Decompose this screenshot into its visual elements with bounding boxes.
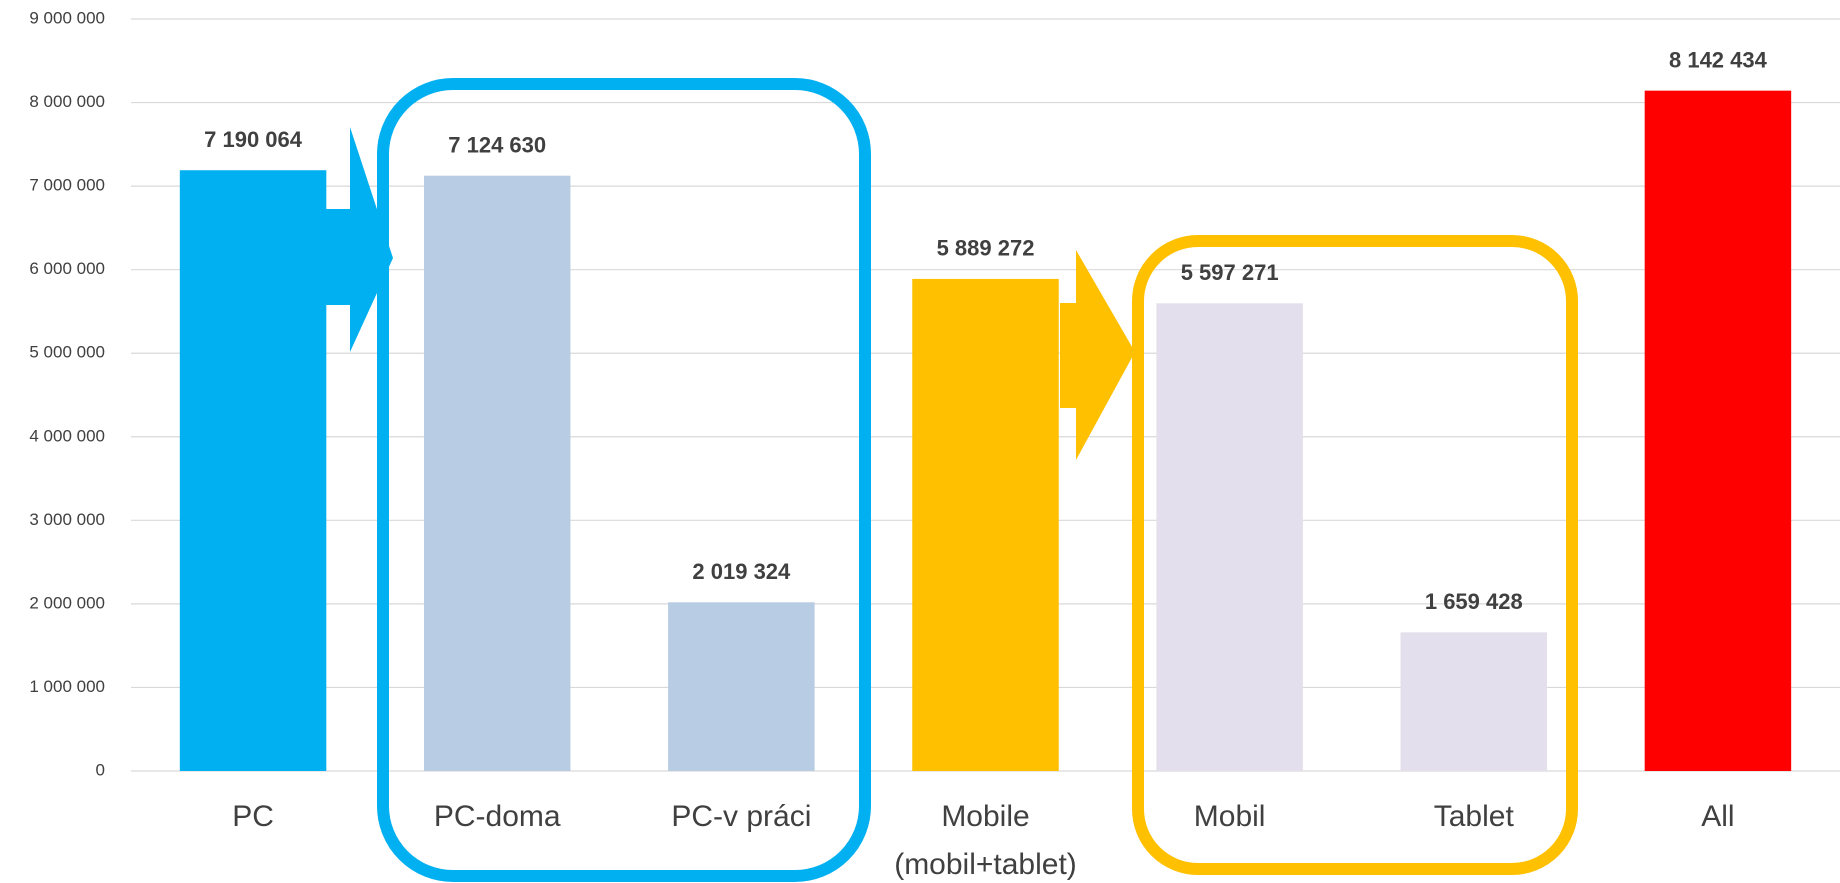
x-tick-label: PC-v práci — [671, 800, 811, 833]
bar — [179, 170, 327, 771]
x-tick-label: PC — [232, 800, 274, 833]
arrow — [1060, 250, 1135, 460]
x-tick-label: All — [1701, 800, 1734, 833]
y-tick-label: 1 000 000 — [29, 677, 105, 696]
group-frame — [1132, 235, 1578, 875]
x-tick-label: PC-doma — [434, 800, 561, 833]
x-tick-label: Mobile (mobil+tablet) — [894, 800, 1077, 881]
bar — [1156, 303, 1303, 771]
y-tick-label: 8 000 000 — [29, 92, 105, 111]
decorations — [325, 78, 1578, 882]
arrow — [325, 127, 393, 352]
y-tick-label: 2 000 000 — [29, 593, 105, 612]
value-label: 2 019 324 — [692, 559, 791, 584]
value-label: 5 597 271 — [1181, 260, 1279, 285]
y-tick-label: 7 000 000 — [29, 176, 105, 195]
y-tick-label: 6 000 000 — [29, 259, 105, 278]
bars — [179, 90, 1792, 772]
bar — [423, 175, 571, 772]
y-tick-label: 3 000 000 — [29, 510, 105, 529]
y-tick-label: 9 000 000 — [29, 8, 105, 27]
bar — [1644, 90, 1792, 771]
value-label: 7 190 064 — [204, 127, 303, 152]
y-tick-label: 5 000 000 — [29, 343, 105, 362]
y-tick-label: 0 — [96, 760, 105, 779]
bar — [668, 602, 815, 771]
value-label: 7 124 630 — [448, 133, 546, 158]
y-tick-label: 4 000 000 — [29, 426, 105, 445]
group-frame — [377, 78, 871, 882]
value-label: 5 889 272 — [937, 236, 1035, 261]
x-tick-label: Tablet — [1434, 800, 1515, 833]
labels: 0 1 000 000 2 000 000 3 000 000 4 000 000 5 0… — [29, 8, 1767, 880]
bar — [1400, 632, 1548, 771]
value-label: 1 659 428 — [1425, 589, 1523, 614]
bar — [912, 278, 1059, 771]
x-tick-label: Mobil — [1194, 800, 1266, 833]
value-label: 8 142 434 — [1669, 47, 1768, 72]
